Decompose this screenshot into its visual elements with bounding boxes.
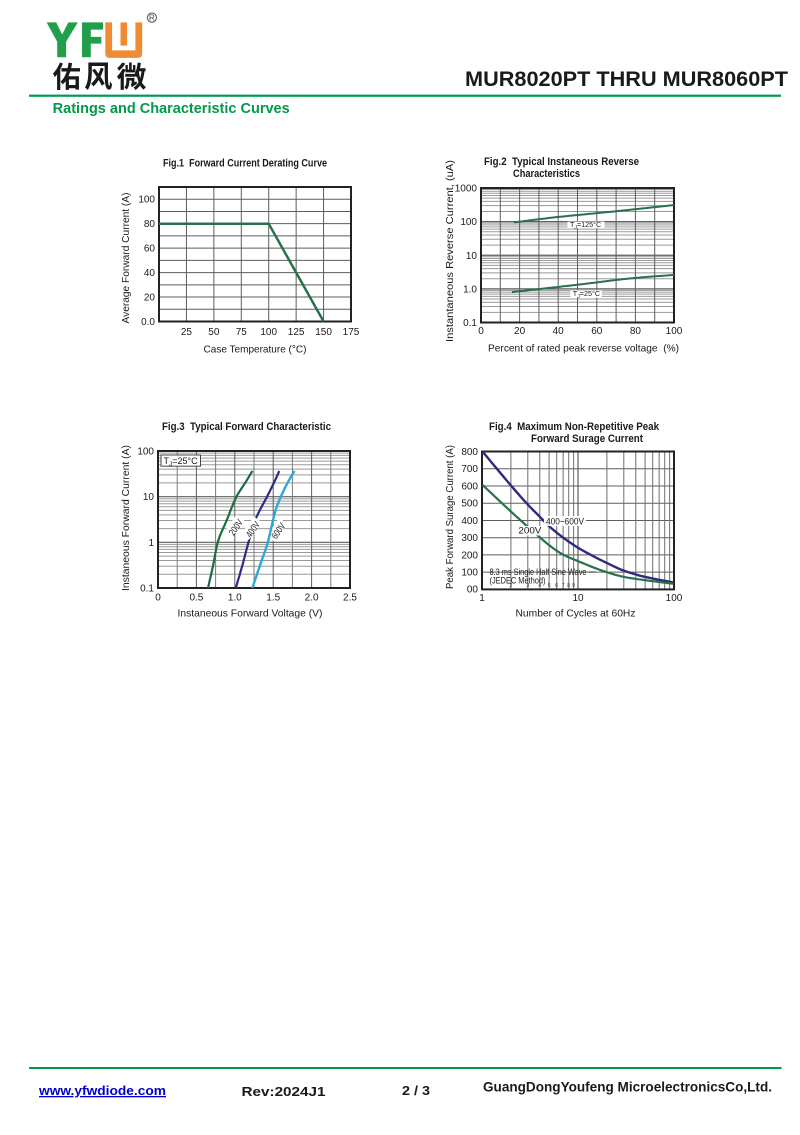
svg-text:3: 3 <box>526 583 529 589</box>
svg-text:0.1: 0.1 <box>140 584 154 595</box>
svg-text:R: R <box>149 14 155 23</box>
svg-text:(JEDEC Method): (JEDEC Method) <box>490 576 546 586</box>
svg-text:500: 500 <box>461 499 478 510</box>
svg-text:Fig.4 Maximum Non-Repetitive: Fig.4 Maximum Non-Repetitive Peak <box>489 421 660 433</box>
svg-text:20: 20 <box>144 293 156 304</box>
svg-text:TJ=25°C: TJ=25°C <box>164 456 199 468</box>
svg-text:0.1: 0.1 <box>463 318 477 329</box>
svg-text:Fig.3 Typical Forward Charact: Fig.3 Typical Forward Characteristic <box>162 421 331 433</box>
svg-text:125: 125 <box>288 327 305 338</box>
svg-text:200: 200 <box>461 550 478 561</box>
svg-text:200V: 200V <box>518 526 541 536</box>
svg-text:175: 175 <box>343 327 360 338</box>
svg-text:Average Forward Current (A): Average Forward Current (A) <box>120 193 132 324</box>
svg-text:5: 5 <box>548 583 551 589</box>
svg-text:20: 20 <box>514 326 526 337</box>
svg-text:100: 100 <box>666 593 683 604</box>
svg-text:Number of Cycles at 60Hz: Number of Cycles at 60Hz <box>516 608 636 620</box>
svg-text:400~600V: 400~600V <box>546 517 584 527</box>
svg-text:Fig.2 Typical Instaneous Reve: Fig.2 Typical Instaneous Reverse <box>484 156 639 168</box>
svg-text:50: 50 <box>208 327 220 338</box>
svg-text:4: 4 <box>538 583 541 589</box>
svg-text:2.0: 2.0 <box>305 593 319 604</box>
svg-text:40: 40 <box>553 326 565 337</box>
svg-text:Characteristics: Characteristics <box>513 168 580 180</box>
svg-text:0.5: 0.5 <box>189 593 203 604</box>
svg-text:0: 0 <box>478 326 484 337</box>
svg-text:10: 10 <box>466 251 478 262</box>
svg-text:TJ=25°C: TJ=25°C <box>573 289 600 300</box>
svg-text:9: 9 <box>572 583 575 589</box>
svg-text:Peak Forward Surage Current (A: Peak Forward Surage Current (A) <box>444 445 456 589</box>
svg-text:GuangDongYoufeng Microelectron: GuangDongYoufeng MicroelectronicsCo,Ltd. <box>483 1080 772 1095</box>
svg-text:10: 10 <box>572 593 584 604</box>
svg-text:1000: 1000 <box>455 184 478 195</box>
svg-text:1.5: 1.5 <box>266 593 280 604</box>
svg-text:600: 600 <box>461 481 478 492</box>
svg-text:300: 300 <box>461 533 478 544</box>
svg-text:Rev:2024J1: Rev:2024J1 <box>242 1084 326 1099</box>
svg-text:8: 8 <box>567 583 570 589</box>
svg-text:100: 100 <box>138 195 155 206</box>
svg-text:Instaneous Forward Current (A: Instaneous Forward Current (A) <box>120 445 132 591</box>
svg-text:0.0: 0.0 <box>141 317 155 328</box>
svg-text:MUR8020PT THRU MUR8060PT: MUR8020PT THRU MUR8060PT <box>465 67 788 91</box>
svg-text:00: 00 <box>467 584 479 595</box>
svg-text:TJ=125°C: TJ=125°C <box>570 220 601 231</box>
svg-text:150: 150 <box>315 327 332 338</box>
svg-text:Fig.1 Forward Current Deratin: Fig.1 Forward Current Derating Curve <box>163 158 327 170</box>
svg-text:100: 100 <box>666 326 683 337</box>
svg-text:Ratings and Characteristic Cur: Ratings and Characteristic Curves <box>53 101 290 117</box>
svg-text:75: 75 <box>236 327 248 338</box>
svg-text:7: 7 <box>562 583 565 589</box>
svg-text:80: 80 <box>630 326 642 337</box>
svg-text:1: 1 <box>148 538 154 549</box>
svg-text:60: 60 <box>144 244 156 255</box>
svg-text:Case Temperature (°C): Case Temperature (°C) <box>204 344 307 356</box>
svg-text:100: 100 <box>260 327 277 338</box>
svg-text:10: 10 <box>143 492 155 503</box>
svg-text:100: 100 <box>461 568 478 579</box>
svg-text:Forward Surage Current: Forward Surage Current <box>531 433 643 445</box>
svg-text:700: 700 <box>461 464 478 475</box>
svg-text:40: 40 <box>144 268 156 279</box>
svg-text:8.3 ms Single Half Sine Wave: 8.3 ms Single Half Sine Wave <box>490 567 587 577</box>
svg-text:0: 0 <box>155 593 161 604</box>
svg-text:1.0: 1.0 <box>228 593 242 604</box>
svg-text:6: 6 <box>555 583 558 589</box>
svg-text:2 / 3: 2 / 3 <box>402 1084 430 1098</box>
svg-text:400: 400 <box>461 516 478 527</box>
svg-text:2.5: 2.5 <box>343 593 357 604</box>
svg-text:www.yfwdiode.com: www.yfwdiode.com <box>38 1083 166 1098</box>
svg-text:100: 100 <box>137 447 154 458</box>
svg-text:100: 100 <box>460 217 477 228</box>
svg-text:80: 80 <box>144 219 156 230</box>
svg-text:800: 800 <box>461 447 478 458</box>
svg-text:Instaneous Forward Voltage (V): Instaneous Forward Voltage (V) <box>178 608 323 620</box>
svg-text:Percent of rated peak reverse: Percent of rated peak reverse voltage (%… <box>488 343 679 355</box>
svg-text:60: 60 <box>591 326 603 337</box>
svg-text:1.0: 1.0 <box>463 284 477 295</box>
svg-text:25: 25 <box>181 327 193 338</box>
svg-text:Instantaneous Reverse Current,: Instantaneous Reverse Current, (uA) <box>444 160 456 342</box>
svg-text:1: 1 <box>479 593 485 604</box>
svg-text:2: 2 <box>509 583 512 589</box>
